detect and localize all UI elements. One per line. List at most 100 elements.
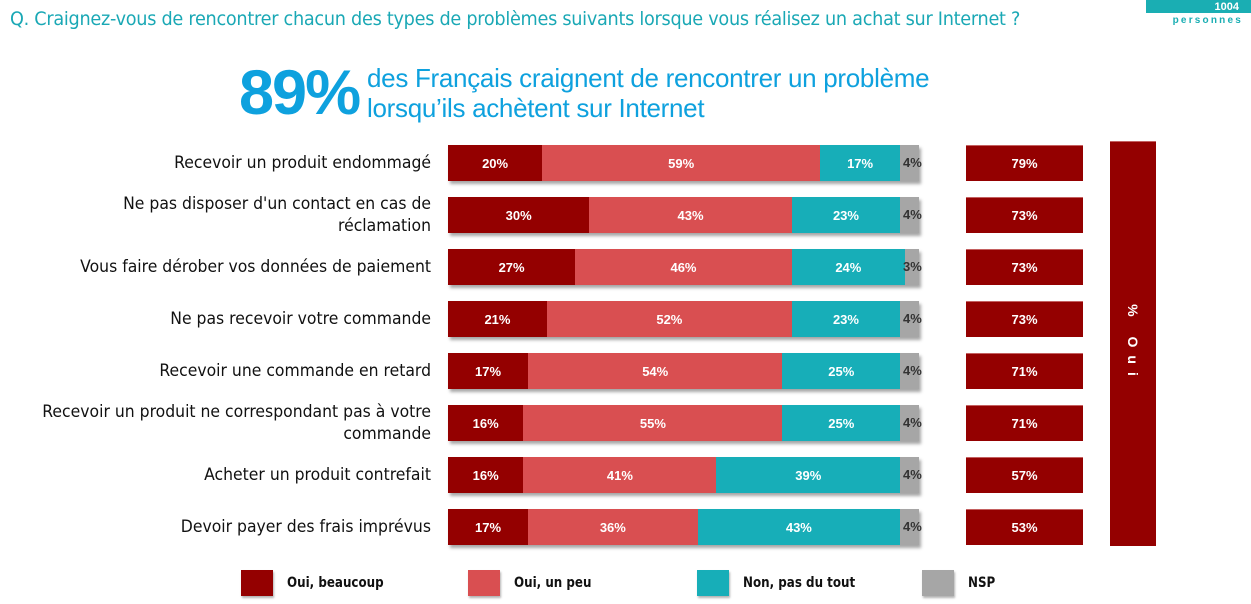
- legend-item: NSP: [922, 570, 1000, 596]
- category-label: Ne pas disposer d'un contact en cas de r…: [123, 194, 431, 236]
- data-label: 43%: [785, 519, 812, 535]
- data-label-nsp: 4%: [903, 519, 922, 534]
- bar-segment-oui-beaucoup: 27%: [448, 249, 576, 285]
- headline-line-2: lorsqu’ils achètent sur Internet: [367, 93, 705, 123]
- percent-oui-header-bar: % Oui: [1110, 141, 1156, 546]
- total-oui-box: 71%: [966, 353, 1083, 389]
- category-label: Recevoir un produit endommagé: [174, 153, 431, 173]
- category-label: Recevoir une commande en retard: [159, 361, 432, 381]
- data-label: 43%: [677, 207, 704, 223]
- bar-segment-oui-beaucoup: 21%: [448, 301, 547, 337]
- bar-segment-nsp: [900, 197, 919, 233]
- bar-segment-nsp: [900, 301, 919, 337]
- bar-segment-oui-un-peu: 54%: [528, 353, 783, 389]
- total-oui-box: 73%: [966, 301, 1083, 337]
- stacked-bar: 21% 52% 23%: [448, 301, 919, 337]
- data-label-nsp: 4%: [903, 363, 922, 378]
- bar-segment-nsp: [900, 405, 919, 441]
- data-label: 30%: [505, 207, 532, 223]
- legend-label: Oui, un peu: [514, 575, 592, 591]
- data-label: 23%: [832, 311, 859, 327]
- bar-segment-oui-un-peu: 41%: [523, 457, 717, 493]
- category-label: Devoir payer des frais imprévus: [180, 517, 431, 537]
- legend-swatch: [697, 570, 729, 596]
- bar-segment-oui-un-peu: 55%: [523, 405, 783, 441]
- data-label: 20%: [482, 155, 509, 171]
- legend-label: NSP: [968, 575, 996, 591]
- bar-segment-nsp: [900, 353, 919, 389]
- legend-label: Oui, beaucoup: [287, 575, 384, 591]
- bar-segment-non-pas-du-tout: 25%: [782, 405, 901, 441]
- data-label: 41%: [606, 467, 633, 483]
- data-label: 17%: [847, 155, 874, 171]
- data-label: 59%: [668, 155, 695, 171]
- stacked-bar: 17% 54% 25%: [448, 353, 919, 389]
- data-label: 17%: [475, 519, 502, 535]
- sample-size-badge: 1004: [1146, 0, 1251, 13]
- data-label-nsp: 4%: [903, 207, 922, 222]
- data-label: 52%: [656, 311, 683, 327]
- bar-segment-non-pas-du-tout: 17%: [820, 145, 901, 181]
- data-label: 25%: [828, 363, 855, 379]
- category-label: Ne pas recevoir votre commande: [170, 309, 431, 329]
- bar-segment-non-pas-du-tout: 43%: [697, 509, 901, 545]
- total-oui-box: 73%: [966, 197, 1083, 233]
- percent-oui-header-label: % Oui: [1125, 304, 1141, 384]
- stacked-bar: 16% 55% 25%: [448, 405, 919, 441]
- bar-segment-oui-beaucoup: 17%: [448, 509, 529, 545]
- bar-segment-non-pas-du-tout: 23%: [791, 301, 901, 337]
- stacked-bar: 17% 36% 43%: [448, 509, 919, 545]
- bar-segment-oui-beaucoup: 16%: [448, 457, 524, 493]
- legend-swatch: [468, 570, 500, 596]
- total-oui-box: 71%: [966, 405, 1083, 441]
- total-oui-box: 73%: [966, 249, 1083, 285]
- legend-swatch: [241, 570, 273, 596]
- data-label: 36%: [599, 519, 626, 535]
- legend-item: Oui, beaucoup: [241, 570, 401, 596]
- bar-segment-non-pas-du-tout: 25%: [782, 353, 901, 389]
- headline-text: des Français craignent de rencontrer un …: [367, 63, 930, 123]
- bar-segment-nsp: [900, 145, 919, 181]
- data-label-nsp: 4%: [903, 415, 922, 430]
- bar-segment-oui-un-peu: 46%: [575, 249, 792, 285]
- bar-segment-non-pas-du-tout: 39%: [716, 457, 901, 493]
- category-label: Recevoir un produit ne correspondant pas…: [42, 402, 431, 444]
- legend-item: Non, pas du tout: [697, 570, 875, 596]
- bar-segment-oui-un-peu: 52%: [546, 301, 792, 337]
- data-label: 39%: [795, 467, 822, 483]
- data-label-nsp: 4%: [903, 311, 922, 326]
- data-label: 21%: [484, 311, 511, 327]
- data-label-nsp: 4%: [903, 467, 922, 482]
- data-label-nsp: 4%: [903, 155, 922, 170]
- bar-segment-non-pas-du-tout: 24%: [791, 249, 905, 285]
- bar-segment-oui-un-peu: 43%: [589, 197, 792, 233]
- data-label: 24%: [835, 259, 862, 275]
- data-label-nsp: 3%: [903, 259, 922, 274]
- bar-segment-oui-un-peu: 36%: [528, 509, 698, 545]
- survey-question: Q. Craignez-vous de rencontrer chacun de…: [10, 8, 1021, 30]
- bar-segment-oui-beaucoup: 17%: [448, 353, 529, 389]
- legend-swatch: [922, 570, 954, 596]
- total-oui-box: 79%: [966, 145, 1083, 181]
- legend-label: Non, pas du tout: [743, 575, 856, 591]
- bar-segment-nsp: [904, 249, 919, 285]
- sample-size-label: personnes: [1172, 15, 1243, 26]
- data-label: 27%: [498, 259, 525, 275]
- stacked-bar: 16% 41% 39%: [448, 457, 919, 493]
- data-label: 46%: [670, 259, 697, 275]
- headline-percentage: 89%: [239, 58, 361, 128]
- stacked-bar: 20% 59% 17%: [448, 145, 919, 181]
- headline-line-1: des Français craignent de rencontrer un …: [367, 63, 930, 93]
- bar-segment-oui-beaucoup: 20%: [448, 145, 543, 181]
- total-oui-box: 57%: [966, 457, 1083, 493]
- category-label: Vous faire dérober vos données de paieme…: [80, 257, 431, 277]
- data-label: 16%: [472, 415, 499, 431]
- total-oui-box: 53%: [966, 509, 1083, 545]
- data-label: 54%: [642, 363, 669, 379]
- bar-segment-oui-beaucoup: 30%: [448, 197, 590, 233]
- stacked-bar: 27% 46% 24%: [448, 249, 919, 285]
- bar-segment-oui-beaucoup: 16%: [448, 405, 524, 441]
- bar-segment-nsp: [900, 457, 919, 493]
- data-label: 25%: [828, 415, 855, 431]
- data-label: 16%: [472, 467, 499, 483]
